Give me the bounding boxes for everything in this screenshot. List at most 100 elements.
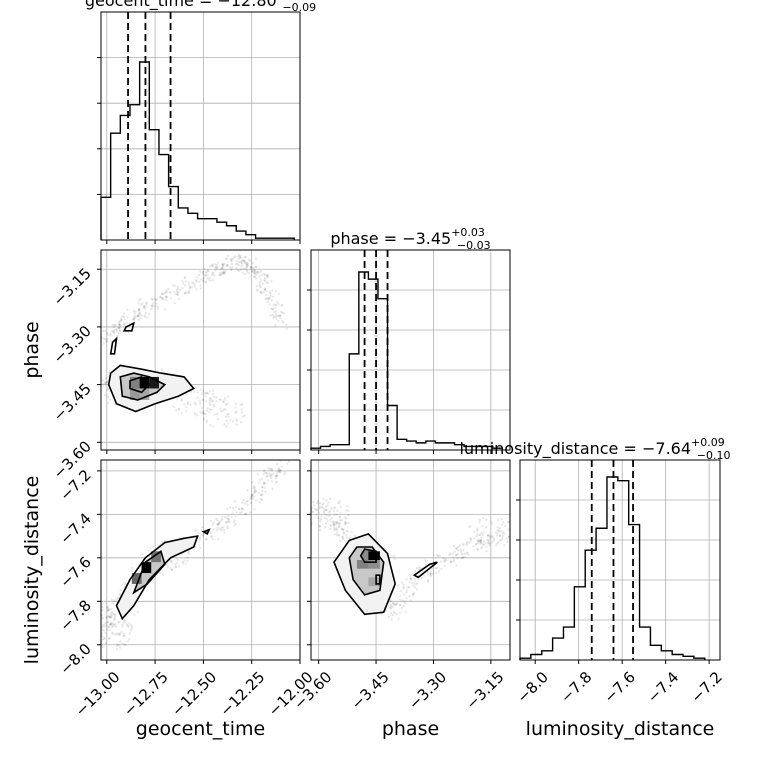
scatter-point — [395, 602, 398, 605]
scatter-point — [216, 526, 219, 530]
scatter-point — [500, 517, 503, 521]
scatter-point — [213, 413, 216, 416]
scatter-point — [452, 556, 455, 559]
scatter-point — [392, 610, 396, 614]
scatter-point — [255, 489, 258, 493]
scatter-point — [303, 512, 305, 514]
scatter-point — [204, 392, 207, 395]
scatter-point — [393, 557, 396, 561]
scatter-point — [320, 506, 323, 509]
scatter-point — [151, 298, 154, 302]
scatter-point — [455, 553, 458, 556]
scatter-point — [477, 538, 480, 541]
hist-frame — [310, 249, 511, 451]
scatter-point — [186, 401, 190, 404]
scatter-point — [118, 592, 122, 596]
scatter-point — [496, 518, 500, 522]
scatter-point — [168, 290, 172, 294]
scatter-point — [218, 527, 221, 531]
scatter-point — [104, 382, 107, 385]
scatter-point — [133, 613, 136, 616]
scatter-point — [393, 603, 396, 606]
scatter-point — [98, 646, 100, 648]
scatter-point — [114, 323, 117, 327]
scatter-point — [94, 642, 96, 644]
scatter-point — [230, 259, 233, 262]
scatter-point — [125, 623, 128, 626]
scatter-point — [199, 284, 202, 287]
xaxis-label-geocent_time: geocent_time — [136, 718, 265, 740]
scatter-point — [169, 566, 173, 570]
scatter-point — [319, 501, 322, 505]
scatter-point — [112, 332, 116, 335]
scatter-point — [101, 632, 104, 635]
scatter-point — [231, 507, 235, 510]
scatter-point — [434, 567, 437, 570]
scatter-point — [488, 541, 491, 545]
scatter-point — [205, 538, 208, 541]
scatter-point — [278, 469, 282, 472]
scatter-point — [221, 267, 224, 270]
scatter-point — [205, 421, 208, 424]
scatter-point — [347, 513, 350, 517]
scatter-point — [215, 396, 218, 399]
scatter-point — [276, 475, 279, 478]
scatter-point — [198, 411, 202, 414]
scatter-point — [222, 270, 226, 273]
scatter-point — [455, 546, 458, 550]
scatter-point — [105, 616, 109, 619]
scatter-point — [115, 598, 118, 601]
scatter-point — [250, 481, 254, 484]
scatter-point — [162, 292, 166, 296]
scatter-point — [252, 269, 255, 272]
scatter-point — [422, 574, 426, 578]
scatter-point — [207, 269, 210, 273]
scatter-point — [213, 405, 216, 408]
scatter-point — [151, 545, 155, 548]
scatter-point — [274, 306, 277, 310]
scatter-point — [239, 268, 242, 271]
contour-line-3 — [375, 574, 381, 585]
scatter-point — [315, 513, 318, 516]
scatter-point — [174, 292, 177, 296]
scatter-point — [268, 296, 271, 299]
scatter-point — [109, 616, 112, 619]
scatter-point — [502, 521, 505, 524]
scatter-point — [439, 560, 443, 563]
scatter-point — [400, 606, 403, 610]
scatter-point — [228, 519, 231, 522]
scatter-point — [164, 295, 167, 299]
scatter-point — [102, 623, 105, 626]
scatter-point — [244, 261, 247, 264]
scatter-point — [339, 511, 342, 514]
scatter-point — [145, 302, 148, 306]
scatter-point — [278, 292, 281, 295]
scatter-point — [403, 600, 406, 603]
scatter-point — [343, 523, 347, 526]
scatter-point — [102, 342, 106, 345]
scatter-point — [243, 502, 246, 505]
scatter-point — [86, 635, 88, 637]
scatter-point — [250, 496, 253, 499]
contour-line-0 — [107, 364, 195, 413]
scatter-point — [170, 560, 174, 563]
scatter-point — [498, 530, 501, 533]
scatter-point — [123, 619, 127, 623]
scatter-point — [183, 284, 187, 287]
scatter-point — [224, 257, 228, 261]
scatter-point — [245, 270, 248, 273]
scatter-point — [393, 554, 396, 557]
scatter-point — [244, 513, 247, 516]
scatter-point — [280, 304, 284, 307]
scatter-point — [276, 300, 279, 304]
scatter-point — [210, 273, 214, 276]
scatter-point — [183, 275, 187, 279]
scatter-point — [400, 581, 404, 584]
scatter-point — [186, 291, 190, 294]
scatter-point — [465, 542, 469, 545]
scatter-point — [436, 554, 439, 557]
scatter-panel-phase-luminosity_distance — [303, 459, 511, 664]
scatter-point — [252, 495, 256, 498]
scatter-point — [476, 548, 480, 551]
scatter-point — [88, 627, 90, 629]
